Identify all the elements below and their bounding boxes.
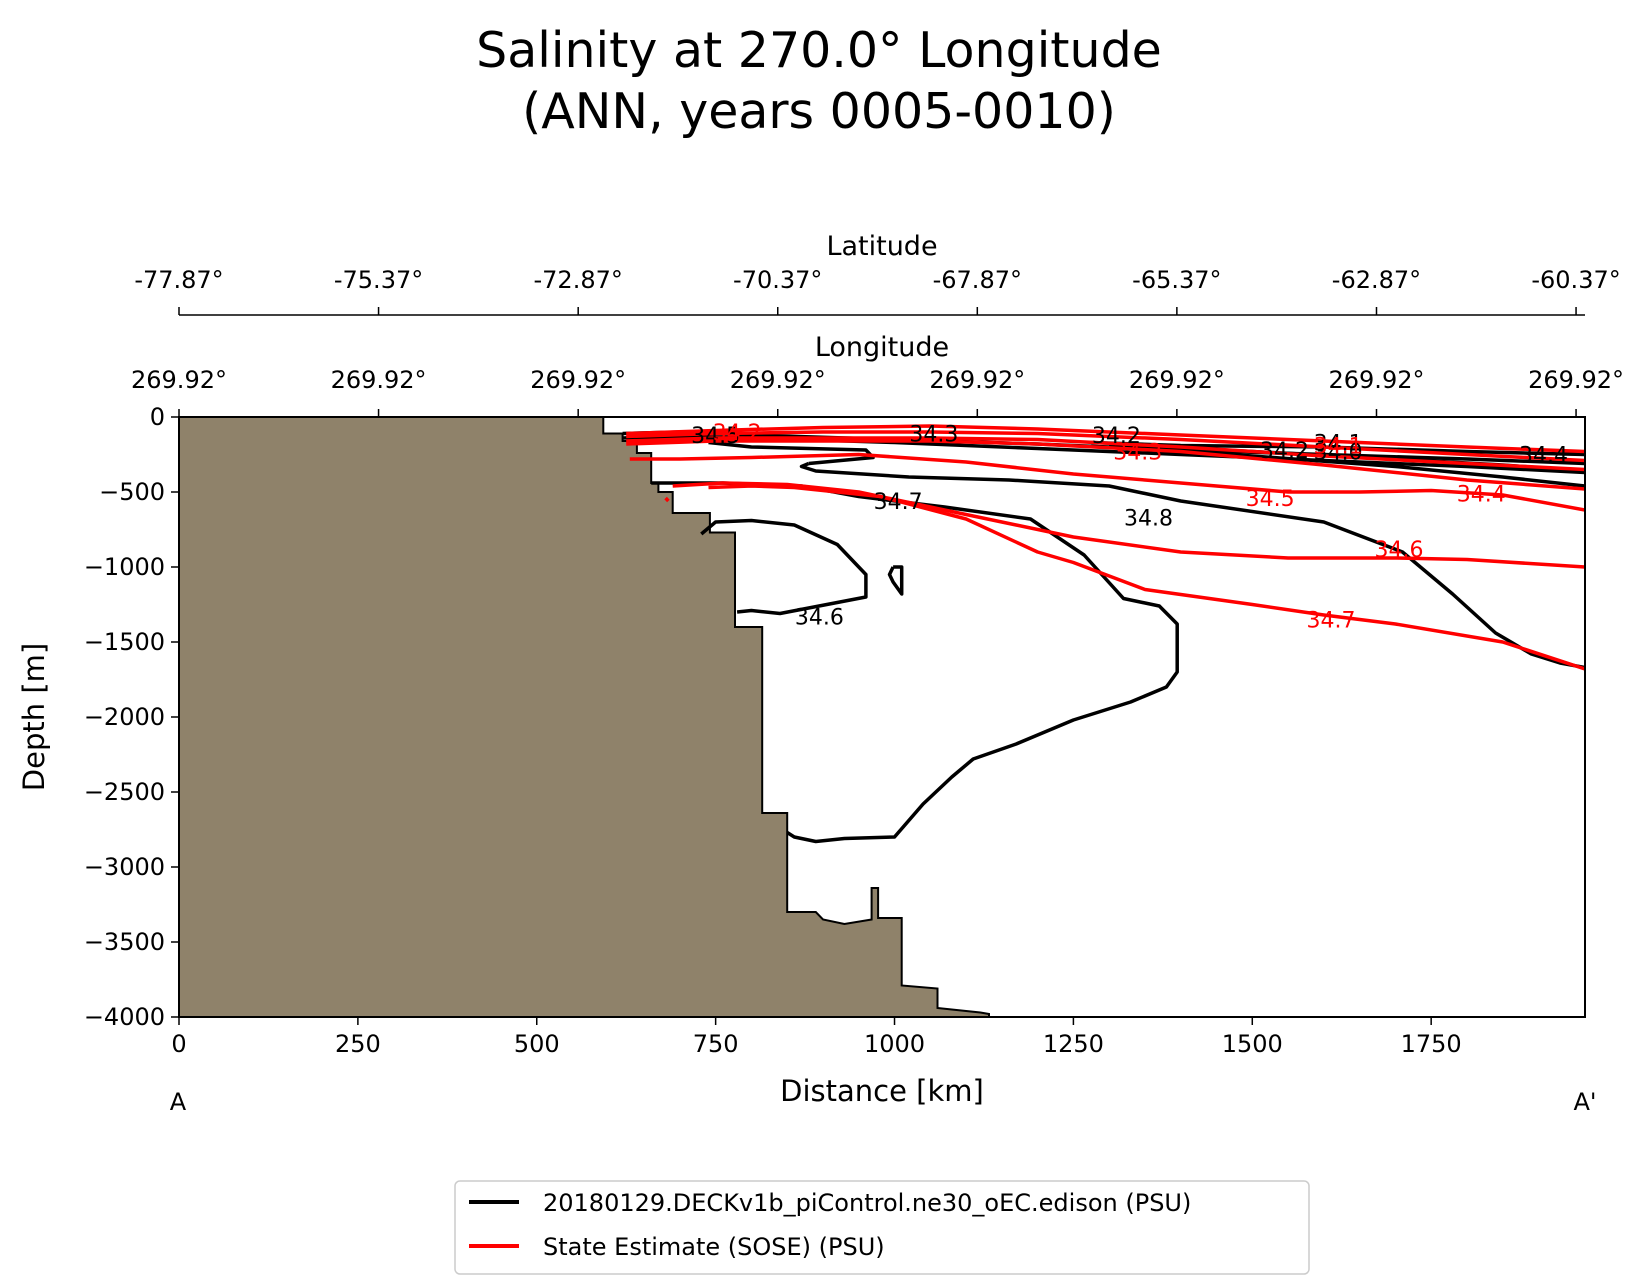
x-tick-label-4: 1000 [864, 1030, 925, 1058]
x-tick-label-3: 750 [693, 1030, 739, 1058]
x-tick-label-0: 0 [171, 1030, 186, 1058]
model-contour-label-4: 34.1 [1314, 432, 1363, 457]
model-contour-label-7: 34.7 [874, 490, 923, 515]
longitude-tick-label-4: 269.92° [929, 366, 1025, 394]
longitude-tick-label-2: 269.92° [530, 366, 626, 394]
y-tick-label-4: −2000 [84, 703, 165, 731]
x-tick-label-1: 250 [335, 1030, 381, 1058]
sose-contour-34-2-1 [626, 430, 1585, 463]
legend-label-sose: State Estimate (SOSE) (PSU) [543, 1233, 885, 1261]
latitude-tick-label-0: -77.87° [134, 266, 223, 294]
latitude-tick-label-3: -70.37° [733, 266, 822, 294]
y-tick-label-8: −4000 [84, 1003, 165, 1031]
y-tick-label-2: −1000 [84, 553, 165, 581]
sose-contour-34-1-0 [626, 424, 1585, 454]
model-contour-label-2: 34.2 [1092, 424, 1141, 449]
sose-contour-label-3: 34.5 [1246, 487, 1295, 512]
longitude-tick-label-6: 269.92° [1329, 366, 1425, 394]
y-axis-ticks: 0 −500 −1000 −1500 −2000 −2500 −3000 −3500 −4000 [84, 403, 179, 1031]
latitude-axis: Latitude -77.87° -75.37° -72.87° -70.37° -67… [134, 231, 1621, 316]
longitude-tick-label-3: 269.92° [730, 366, 826, 394]
latitude-tick-label-4: -67.87° [933, 266, 1022, 294]
y-tick-label-5: −2500 [84, 778, 165, 806]
sose-contour-34-5-4 [629, 452, 1585, 512]
x-tick-label-5: 1250 [1043, 1030, 1104, 1058]
sose-contour-label-1: 34.3 [1113, 441, 1162, 466]
model-contour-label-1: 34.3 [909, 423, 958, 448]
model-contour-label-6: 34.4 [1519, 444, 1568, 469]
x-axis-ticks: 0 250 500 750 1000 1250 1500 1750 [171, 1017, 1462, 1058]
model-contour-label-0: 34.5 [691, 424, 740, 449]
sose-contour-34-4-3 [626, 439, 1585, 491]
model-contour-34-6-1 [887, 565, 904, 596]
latitude-tick-label-2: -72.87° [534, 266, 623, 294]
x-tick-label-7: 1750 [1401, 1030, 1462, 1058]
y-tick-label-7: −3500 [84, 928, 165, 956]
y-tick-label-1: −500 [99, 478, 165, 506]
legend-label-model: 20180129.DECKv1b_piControl.ne30_oEC.edis… [543, 1189, 1191, 1217]
sose-contour-34-3-2 [626, 436, 1585, 472]
plot-area: 34.5 34.3 34.234.2 34.134.0 34.434.734.834.6… [178, 416, 1586, 1018]
legend: 20180129.DECKv1b_piControl.ne30_oEC.edis… [454, 1180, 1310, 1275]
latitude-tick-label-5: -65.37° [1132, 266, 1221, 294]
model-contour-label-9: 34.6 [795, 606, 844, 631]
longitude-tick-label-1: 269.92° [331, 366, 427, 394]
latitude-tick-label-6: -62.87° [1332, 266, 1421, 294]
model-contour-label-8: 34.8 [1124, 507, 1173, 532]
chart-title-line1: Salinity at 270.0° Longitude [476, 22, 1162, 79]
sose-contour-label-2: 34.1 [1314, 435, 1363, 460]
section-start-label: A [170, 1088, 187, 1116]
sose-contour-label-6: 34.7 [1306, 609, 1355, 634]
sose-contour-label-0: 34.2 [713, 421, 762, 446]
chart-title-line2: (ANN, years 0005-0010) [522, 83, 1116, 140]
y-tick-label-0: 0 [150, 403, 165, 431]
longitude-tick-label-5: 269.92° [1129, 366, 1225, 394]
longitude-tick-label-0: 269.92° [131, 366, 227, 394]
y-axis-label: Depth [m] [17, 643, 51, 791]
x-axis-label: Distance [km] [780, 1074, 984, 1108]
latitude-tick-label-7: -60.37° [1531, 266, 1620, 294]
legend-box [454, 1180, 1310, 1275]
sose-contour-34-7-7 [664, 496, 670, 503]
model-contour-34-6-0 [700, 518, 868, 616]
sose-contour-label-4: 34.4 [1457, 483, 1506, 508]
model-contour-label-3: 34.2 [1260, 439, 1309, 464]
latitude-tick-label-1: -75.37° [334, 266, 423, 294]
y-tick-label-3: −1500 [84, 628, 165, 656]
section-end-label: A' [1573, 1088, 1596, 1116]
longitude-axis: Longitude 269.92° 269.92° 269.92° 269.92° 26… [131, 332, 1624, 417]
x-tick-label-2: 500 [514, 1030, 560, 1058]
sose-contour-34-6-5 [672, 481, 1585, 569]
longitude-axis-label: Longitude [815, 332, 949, 363]
latitude-axis-label: Latitude [826, 231, 937, 262]
y-tick-label-6: −3000 [84, 853, 165, 881]
model-contour-label-5: 34.0 [1314, 441, 1363, 466]
sose-contour-label-5: 34.6 [1374, 538, 1423, 563]
longitude-tick-label-7: 269.92° [1528, 366, 1624, 394]
sose-contour-34-7-6 [708, 484, 1585, 671]
x-tick-label-6: 1500 [1222, 1030, 1283, 1058]
model-contour-34-8-3 [708, 440, 875, 466]
